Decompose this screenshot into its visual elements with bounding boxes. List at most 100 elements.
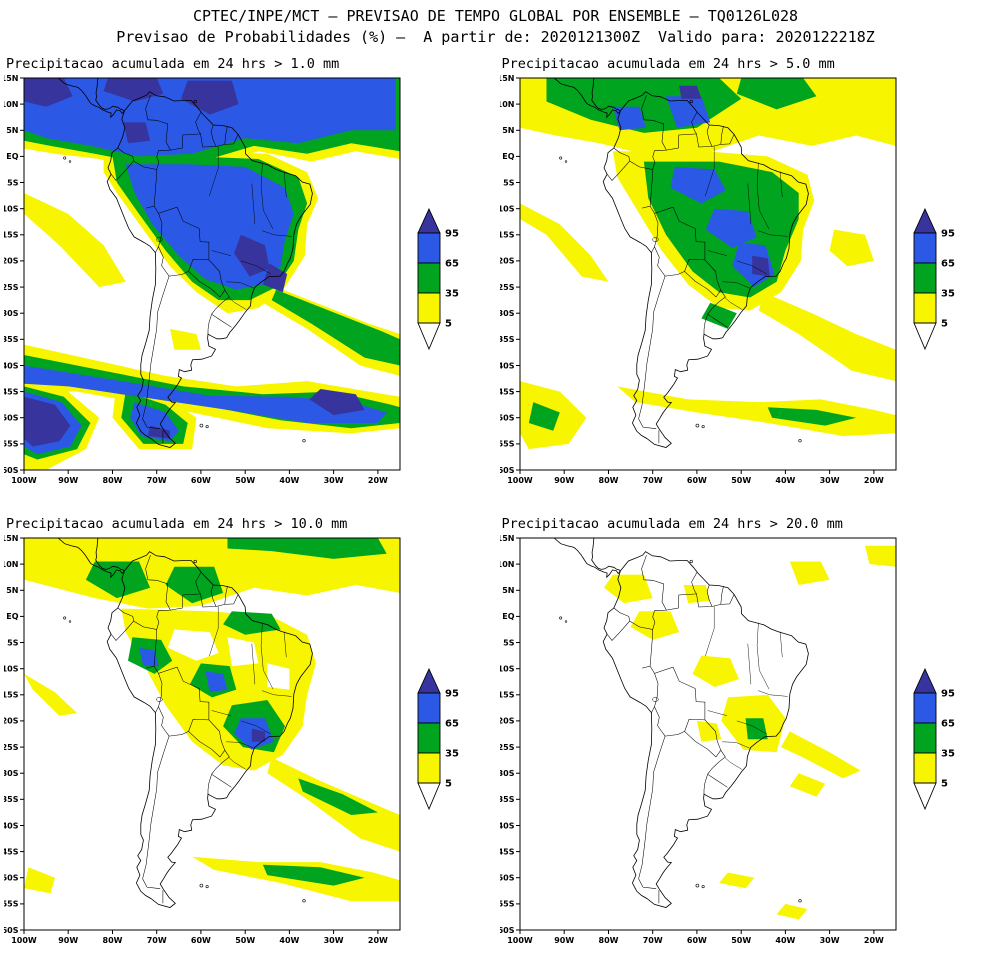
- island-outline: [193, 99, 197, 104]
- state-border: [283, 171, 287, 198]
- coastline-central-america: [95, 78, 125, 112]
- probability-contour-region: [262, 864, 365, 886]
- lon-tick-label: 20W: [368, 936, 388, 945]
- lon-tick-label: 50W: [731, 936, 751, 945]
- country-border: [629, 620, 653, 639]
- country-border: [155, 246, 159, 253]
- colorbar-segment: [913, 722, 936, 754]
- country-border: [208, 259, 226, 291]
- lon-tick-label: 100W: [11, 476, 37, 485]
- island-outline: [797, 439, 802, 443]
- lat-tick-label: 20S: [4, 717, 19, 726]
- country-border: [110, 160, 134, 181]
- country-border: [146, 638, 157, 669]
- probability-contour-region: [612, 106, 646, 131]
- island-outline: [205, 425, 209, 429]
- country-border: [665, 133, 734, 151]
- lat-tick-label: 25S: [500, 283, 515, 292]
- panel-grid: Precipitacao acumulada em 24 hrs > 1.0 m…: [0, 56, 991, 946]
- colorbar-label: 35: [941, 289, 955, 300]
- lon-tick-label: 60W: [686, 936, 706, 945]
- lat-tick-label: 30S: [500, 309, 515, 318]
- colorbar-segment: [913, 752, 936, 784]
- country-border: [211, 313, 232, 328]
- country-border: [158, 246, 170, 277]
- country-border: [704, 719, 721, 751]
- lon-tick-label: 30W: [819, 476, 839, 485]
- probability-contour-region: [745, 718, 768, 740]
- state-border: [721, 741, 750, 749]
- country-border: [158, 706, 170, 737]
- panel-title: Precipitacao acumulada em 24 hrs > 5.0 m…: [501, 56, 835, 72]
- probability-contour-region: [665, 96, 710, 128]
- island-outline: [302, 899, 306, 903]
- header-subtitle: Previsao de Probabilidades (%) – A parti…: [116, 28, 875, 46]
- country-border: [211, 773, 232, 788]
- country-border: [641, 178, 653, 209]
- lat-tick-label: 20S: [500, 257, 515, 266]
- probability-contour-region: [262, 263, 288, 293]
- probability-contour-region: [864, 545, 896, 567]
- lon-tick-label: 100W: [507, 936, 533, 945]
- country-border: [224, 586, 228, 605]
- state-border: [747, 183, 751, 225]
- lat-tick-label: EQ: [6, 152, 18, 161]
- page-header: CPTEC/INPE/MCT – PREVISAO DE TEMPO GLOBA…: [0, 0, 991, 48]
- state-border: [736, 720, 767, 735]
- lat-tick-label: 55S: [500, 900, 515, 909]
- country-border: [169, 731, 189, 737]
- lat-tick-label: EQ: [6, 612, 18, 621]
- probability-contour-region: [736, 78, 816, 110]
- country-border: [170, 593, 239, 611]
- colorbar-arrow-top: [912, 667, 937, 694]
- lat-tick-label: 5N: [502, 126, 514, 135]
- panel-precip-gt-10mm: Precipitacao acumulada em 24 hrs > 10.0 …: [0, 516, 496, 946]
- country-border: [651, 609, 666, 630]
- country-border: [664, 731, 685, 737]
- probability-contour-region: [147, 425, 170, 439]
- lat-tick-label: 10N: [4, 560, 19, 569]
- basemap-layer: [57, 78, 313, 448]
- state-border: [724, 757, 742, 770]
- island-outline: [701, 425, 705, 429]
- lat-tick-label: 30S: [500, 769, 515, 778]
- probability-contour-region: [696, 720, 721, 742]
- probability-contour-region: [24, 365, 387, 423]
- state-border: [226, 281, 254, 289]
- lat-tick-label: 40S: [500, 361, 515, 370]
- lon-tick-label: 80W: [103, 936, 123, 945]
- island-outline: [695, 423, 699, 428]
- colorbar-arrow-bottom: [417, 322, 441, 351]
- colorbar-segment: [417, 232, 441, 264]
- lat-tick-label: 20S: [4, 257, 19, 266]
- lat-tick-label: 10S: [500, 665, 515, 674]
- lat-tick-label: 5S: [503, 178, 515, 187]
- probability-contour-region: [751, 255, 770, 277]
- map-frame: [23, 77, 401, 471]
- colorbar-label: 65: [445, 259, 459, 270]
- lat-tick-label: 10N: [4, 100, 19, 109]
- coastline-central-america: [57, 78, 125, 119]
- lon-tick-label: 20W: [863, 936, 883, 945]
- colorbar-label: 65: [941, 259, 955, 270]
- map-row: 15N 10N 5N EQ 5S 10S 15S 20S 25S 30S 35S 40S 45S 50S 5…: [4, 74, 496, 486]
- country-border: [704, 259, 721, 291]
- colorbar-label: 35: [445, 749, 459, 760]
- country-border: [110, 620, 134, 641]
- colorbar-label: 95: [445, 689, 459, 700]
- probability-contour-region: [103, 78, 164, 102]
- colorbar-segment: [417, 752, 441, 784]
- colorbar-label: 5: [445, 779, 452, 790]
- lake-titicaca-outline: [651, 697, 659, 702]
- probability-map: 15N 10N 5N EQ 5S 10S 15S 20S 25S 30S 35S 40S 45S 50S 5…: [500, 534, 896, 945]
- lon-tick-label: 70W: [642, 476, 662, 485]
- state-border: [228, 757, 247, 770]
- lon-tick-label: 60W: [686, 476, 706, 485]
- colorbar: 95 65 35 5: [417, 207, 459, 351]
- lat-tick-label: 50S: [4, 874, 19, 883]
- lat-tick-label: 45S: [500, 847, 515, 856]
- lat-tick-label: 50S: [500, 414, 515, 423]
- lat-tick-label: 25S: [500, 743, 515, 752]
- state-border: [240, 260, 271, 275]
- colorbar-segment: [417, 692, 441, 724]
